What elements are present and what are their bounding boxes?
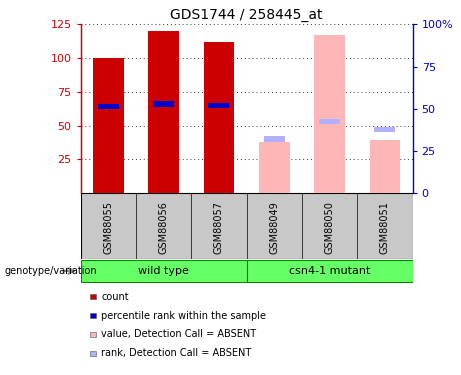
- Text: rank, Detection Call = ABSENT: rank, Detection Call = ABSENT: [101, 348, 252, 358]
- Text: wild type: wild type: [138, 266, 189, 276]
- Text: value, Detection Call = ABSENT: value, Detection Call = ABSENT: [101, 329, 256, 339]
- Text: GSM88056: GSM88056: [159, 201, 169, 254]
- Bar: [374, 127, 396, 132]
- Bar: [208, 103, 230, 108]
- Text: GSM88057: GSM88057: [214, 201, 224, 254]
- Bar: [98, 104, 119, 110]
- Text: genotype/variation: genotype/variation: [5, 266, 97, 276]
- Bar: [204, 42, 234, 193]
- Bar: [153, 101, 174, 107]
- Text: percentile rank within the sample: percentile rank within the sample: [101, 310, 266, 321]
- Bar: [93, 58, 124, 193]
- Bar: [370, 141, 400, 193]
- Text: count: count: [101, 292, 129, 302]
- Bar: [148, 31, 179, 193]
- Bar: [81, 260, 247, 282]
- Text: GSM88051: GSM88051: [380, 201, 390, 254]
- Bar: [247, 260, 413, 282]
- Bar: [259, 142, 290, 193]
- Text: csn4-1 mutant: csn4-1 mutant: [289, 266, 370, 276]
- Bar: [314, 35, 345, 193]
- Text: GSM88050: GSM88050: [325, 201, 335, 254]
- Text: GSM88049: GSM88049: [269, 201, 279, 254]
- Bar: [264, 136, 285, 142]
- Bar: [319, 119, 340, 124]
- Text: GSM88055: GSM88055: [103, 201, 113, 254]
- Title: GDS1744 / 258445_at: GDS1744 / 258445_at: [171, 8, 323, 22]
